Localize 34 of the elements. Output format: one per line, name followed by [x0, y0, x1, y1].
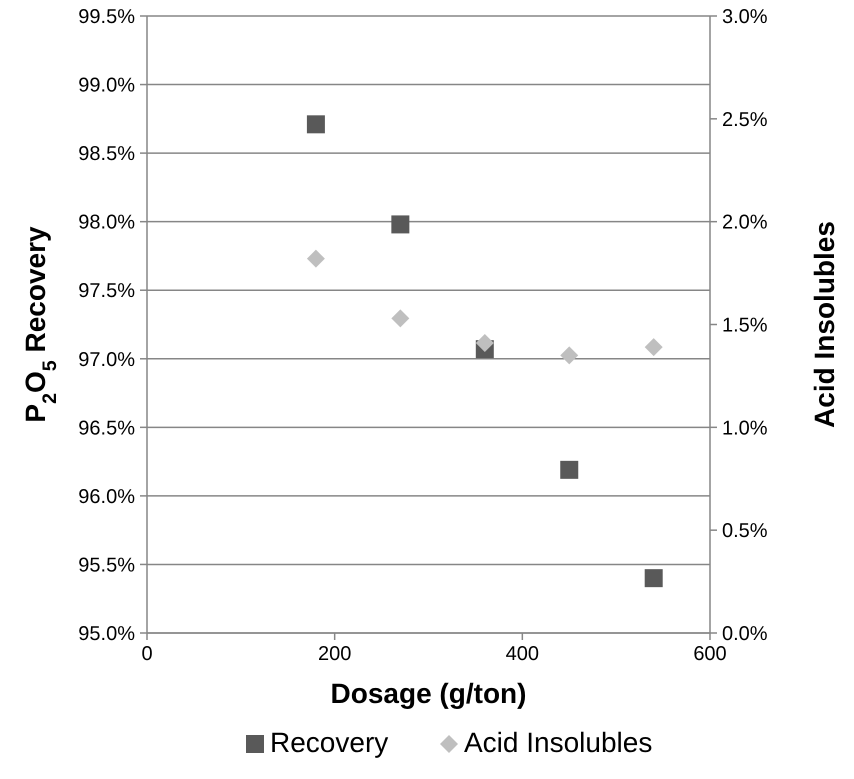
y-tick-label: 97.0%	[78, 348, 136, 371]
point	[644, 569, 663, 588]
point	[306, 250, 325, 268]
point	[476, 334, 494, 352]
y-tick-label: 99.0%	[78, 74, 136, 97]
y2-axis-title: Acid Insolubles	[809, 221, 840, 428]
y-tick-label: 96.0%	[78, 486, 136, 508]
y2-tick-label: 0.0%	[722, 623, 768, 645]
y-tick-label: 97.5%	[78, 280, 136, 302]
x-tick-label: 200	[318, 643, 352, 665]
y2-tick-label: 1.5%	[722, 314, 768, 336]
y-tick-label: 95.5%	[78, 554, 136, 576]
x-tick-label: 600	[693, 643, 727, 665]
y-tick-label: 96.5%	[78, 417, 136, 440]
point	[644, 338, 663, 356]
x-tick-label: 400	[506, 643, 540, 665]
y-tick-label: 99.5%	[78, 6, 136, 28]
y-tick-label: 98.5%	[78, 143, 136, 166]
point	[391, 309, 410, 328]
point	[391, 215, 410, 234]
y2-tick-label: 2.5%	[722, 108, 768, 131]
y2-tick-label: 3.0%	[722, 6, 768, 28]
legend-label: Acid Insolubles	[464, 727, 652, 758]
x-axis-title: Dosage (g/ton)	[330, 678, 526, 709]
y2-tick-label: 0.5%	[722, 520, 768, 542]
point	[306, 115, 325, 134]
point	[560, 346, 578, 364]
point	[560, 460, 578, 479]
legend-label: Recovery	[270, 727, 388, 758]
y2-tick-label: 1.0%	[722, 417, 768, 440]
x-tick-label: 0	[141, 643, 153, 665]
y2-tick-label: 2.0%	[722, 212, 768, 234]
y-tick-label: 95.0%	[78, 623, 136, 645]
y-tick-label: 98.0%	[78, 212, 136, 234]
